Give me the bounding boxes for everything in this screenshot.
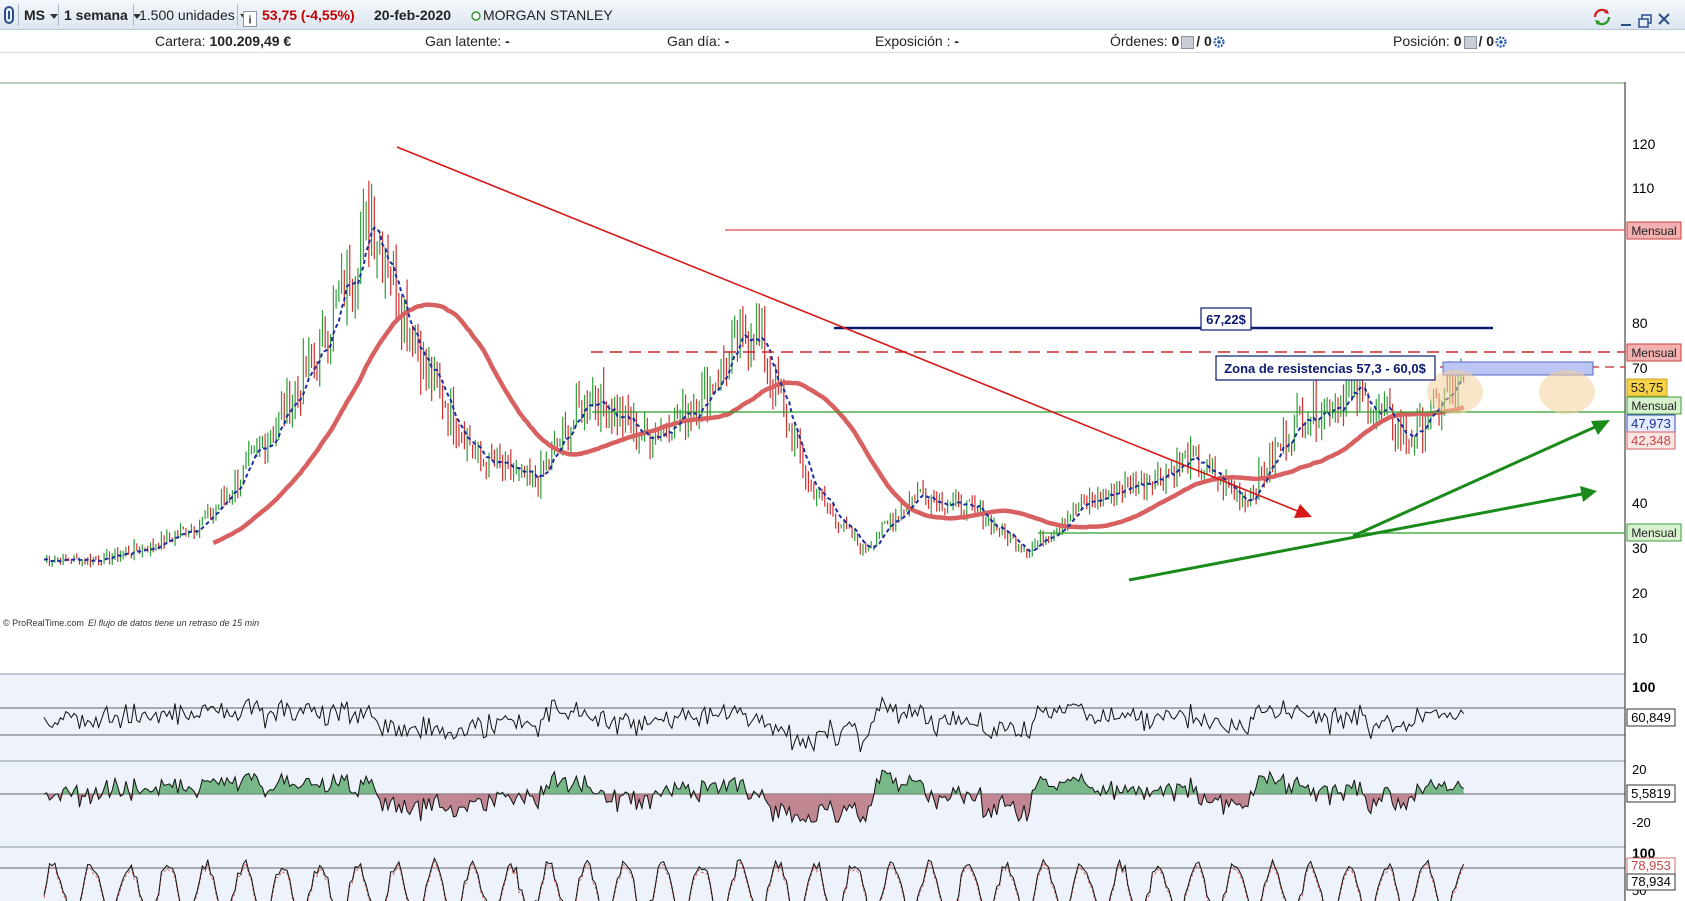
uptrend-line-long: [1128, 486, 1597, 582]
macd-line: [43, 769, 1464, 824]
gan-latente-label: Gan latente:: [425, 33, 502, 49]
posicion-summary: Posición: 0 / 0: [1393, 30, 1508, 52]
refresh-icon[interactable]: [1592, 6, 1612, 26]
exposicion-summary: Exposición : -: [875, 30, 959, 52]
chart-toolbar: MS 1 semana 1.500 unidades i 53,75 (-4,5…: [0, 0, 1685, 30]
posicion-value: 0: [1453, 33, 1462, 49]
mensual-tag: [1626, 396, 1682, 415]
link-icon[interactable]: [3, 5, 15, 25]
price-tick: 120: [1632, 136, 1656, 152]
mensual-tag-label: Mensual: [1631, 399, 1676, 413]
ma-long-label: 42,348: [1631, 433, 1671, 448]
timeframe-selector[interactable]: 1 semana: [64, 0, 141, 30]
cartera-label: Cartera:: [155, 33, 206, 49]
mensual-tag: [1626, 221, 1682, 240]
resistance-zone-box-label: [1215, 355, 1436, 381]
symbol-label: MS: [24, 7, 45, 23]
quote-date: 20-feb-2020: [374, 7, 452, 23]
exposicion-value: -: [954, 33, 960, 49]
uptrend-line-steep: [1352, 420, 1610, 538]
mensual-tag-label: Mensual: [1631, 526, 1676, 540]
gan-dia-label: Gan día:: [667, 33, 721, 49]
rsi-top-tick: 100: [1632, 679, 1656, 695]
source-note: © ProRealTime.com: [3, 618, 84, 628]
price-tick: 20: [1632, 585, 1648, 601]
macd-histogram-negative: [44, 794, 1464, 822]
mensual-tag-label: Mensual: [1631, 346, 1676, 360]
timeframe-label: 1 semana: [64, 7, 128, 23]
stoch-top-tick: 100: [1632, 845, 1656, 861]
macd-value-tag: [1626, 784, 1676, 803]
level-label: 67,22$: [1206, 312, 1247, 327]
ordenes-label: Órdenes:: [1110, 33, 1168, 49]
cartera-value: 100.209,49 €: [209, 33, 292, 49]
price-tick: 10: [1632, 630, 1648, 646]
positions-icon[interactable]: [1463, 35, 1477, 49]
ma-long-tag: [1626, 431, 1676, 450]
rsi-value-tag: [1626, 708, 1676, 727]
quantity-selector[interactable]: 1.500 unidades: [139, 0, 248, 30]
posicion-label: Posición:: [1393, 33, 1450, 49]
price-change: 53,75 (-4,55%): [262, 7, 355, 23]
price-tick: 30: [1632, 540, 1648, 556]
gear-icon[interactable]: [1212, 35, 1226, 49]
rsi-value: 60,849: [1631, 710, 1671, 725]
chevron-down-icon: [132, 13, 141, 19]
highlight-circle: [1427, 370, 1483, 414]
resistance-zone-box: [1442, 361, 1594, 376]
gear-icon[interactable]: [1494, 35, 1508, 49]
minimize-icon[interactable]: [1620, 8, 1632, 26]
gan-latente-summary: Gan latente: -: [425, 30, 510, 52]
exposicion-label: Exposición :: [875, 33, 951, 49]
stoch-value-2: 78,934: [1631, 874, 1671, 889]
posicion-value-2: / 0: [1478, 33, 1495, 49]
ordenes-summary: Órdenes: 0 / 0: [1110, 30, 1226, 52]
chevron-down-icon: [50, 13, 58, 19]
gan-latente-value: -: [505, 33, 510, 49]
instrument-name: MORGAN STANLEY: [483, 7, 613, 23]
delay-note: El flujo de datos tiene un retraso de 15…: [88, 618, 259, 628]
rsi-line: [43, 696, 1464, 753]
symbol-selector[interactable]: MS: [24, 0, 58, 30]
cartera-summary: Cartera: 100.209,49 €: [155, 30, 291, 52]
mensual-tag: [1626, 343, 1682, 362]
mensual-tag: [1626, 523, 1682, 542]
price-tick: 70: [1632, 360, 1648, 376]
svg-text:i: i: [248, 15, 251, 27]
last-price-label: 53,75: [1631, 380, 1664, 395]
price-tick: 40: [1632, 495, 1648, 511]
status-dot-icon: [471, 0, 481, 30]
highlight-circle: [1539, 370, 1595, 414]
ma-short-label: 47,973: [1631, 416, 1671, 431]
orders-icon[interactable]: [1181, 35, 1195, 49]
macd-value: 5,5819: [1631, 786, 1671, 801]
gan-dia-summary: Gan día: -: [667, 30, 729, 52]
close-icon[interactable]: [1657, 7, 1671, 25]
stochastic-line: [43, 856, 1465, 901]
portfolio-infobar: Cartera: 100.209,49 € Gan latente: - Gan…: [0, 30, 1685, 53]
price-chart[interactable]: 120 110 100 80 70 60 40 30 20 10 67,22$ …: [0, 52, 1685, 901]
info-icon[interactable]: i: [243, 7, 257, 27]
ordenes-value-2: / 0: [1196, 33, 1212, 49]
macd-tick: 20: [1632, 762, 1646, 777]
level-label-box: [1200, 307, 1252, 331]
price-tick: 110: [1632, 180, 1655, 196]
restore-icon[interactable]: [1638, 8, 1652, 28]
stoch-value-1: 78,953: [1631, 858, 1671, 873]
resistance-zone-label: Zona de resistencias 57,3 - 60,0$: [1224, 361, 1426, 376]
macd-tick: -20: [1632, 815, 1651, 830]
quantity-label: 1.500 unidades: [139, 7, 235, 23]
downtrend-line: [396, 146, 1312, 518]
ordenes-value: 0: [1171, 33, 1180, 49]
stochastic-panel: [0, 847, 1625, 901]
stoch-value-tag: [1626, 873, 1676, 891]
price-tick: 80: [1632, 315, 1648, 331]
gan-dia-value: -: [724, 33, 730, 49]
stochastic-signal-line: [43, 859, 1465, 901]
mensual-tag-label: Mensual: [1631, 224, 1676, 238]
last-price-tag: [1626, 378, 1668, 397]
